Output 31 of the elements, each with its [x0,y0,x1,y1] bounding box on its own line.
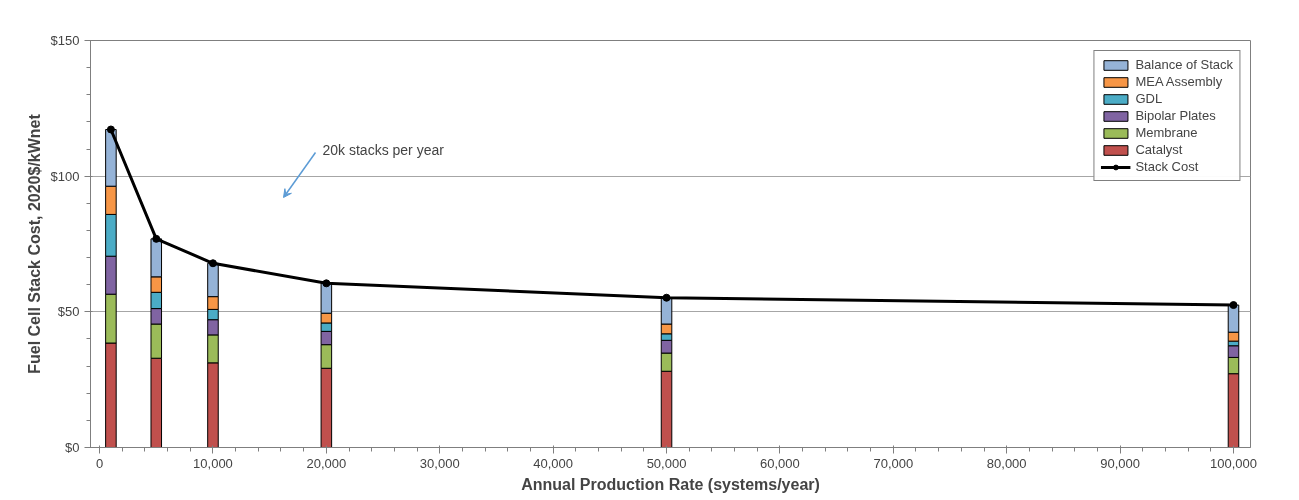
x-tick-label: 60,000 [760,455,800,471]
point [152,234,161,243]
x-tick-label: 100,000 [1210,455,1257,471]
legend-label: Balance of Stack [1135,57,1233,72]
legend-label: MEA Assembly [1135,74,1223,89]
point [1229,301,1238,310]
x-tick-label: 0 [95,455,104,471]
x-tick-label: 80,000 [986,455,1027,471]
legend-label: GDL [1135,91,1163,106]
legend-label: Membrane [1135,125,1198,140]
x-tick-label: 40,000 [533,455,574,471]
y-tick-label: $0 [65,440,80,455]
x-tick-label: 30,000 [419,455,460,471]
legend-label: Catalyst [1135,142,1183,157]
point [208,259,217,268]
x-tick-label: 10,000 [193,455,233,471]
legend-label: Bipolar Plates [1135,108,1216,123]
x-axis-title: Annual Production Rate (systems/year) [521,475,820,493]
point [106,125,115,134]
y-tick-label: $50 [57,304,80,320]
x-tick-label: 50,000 [646,455,687,471]
y-tick-label: $150 [50,33,80,48]
y-axis-title: Fuel Cell Stack Cost, 2020$/kWnet [25,113,43,374]
point [662,293,671,302]
annotation: 20k stacks per year [322,141,445,158]
x-tick-label: 20,000 [306,455,347,471]
legend-label: Stack Cost [1135,159,1199,174]
y-tick-label: $100 [50,168,80,184]
x-tick-label: 70,000 [873,455,914,471]
point [322,279,331,288]
x-tick-label: 90,000 [1100,455,1140,471]
